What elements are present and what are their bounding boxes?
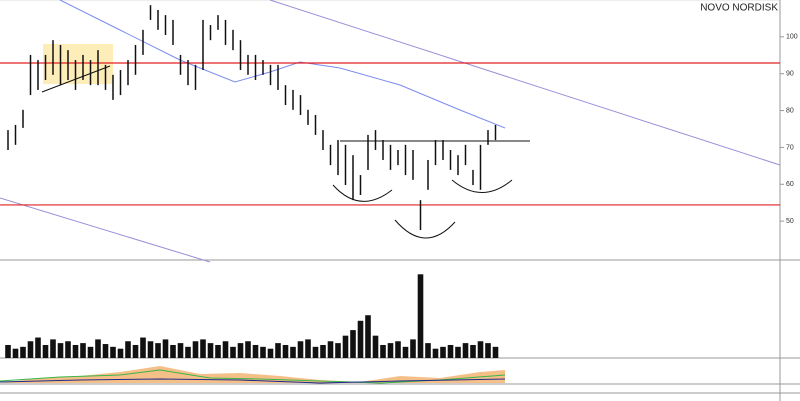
volume-bar	[357, 320, 364, 358]
volume-bar	[155, 343, 161, 358]
volume-bar	[125, 341, 131, 358]
volume-bar	[102, 344, 109, 358]
volume-bar	[350, 330, 356, 358]
volume-bar	[27, 341, 34, 358]
volume-bar	[260, 346, 266, 358]
volume-bar	[35, 337, 41, 358]
y-tick-label: 100	[786, 34, 798, 41]
volume-bar	[87, 346, 94, 358]
volume-bar	[342, 335, 349, 358]
volume-bar	[432, 348, 439, 358]
y-tick-label: 70	[786, 144, 794, 151]
volume-bar	[455, 346, 461, 358]
volume-bar	[470, 344, 476, 358]
volume-bar	[282, 344, 289, 358]
volume-bar	[132, 344, 139, 358]
trend-line	[269, 0, 781, 166]
volume-bar	[327, 341, 334, 358]
pattern-arc	[332, 184, 393, 202]
volume-bar	[395, 341, 401, 358]
trend-line	[0, 197, 211, 263]
indicator-line	[0, 378, 506, 384]
volume-bar	[57, 343, 64, 358]
volume-bar	[440, 346, 446, 358]
volume-bar	[5, 344, 11, 358]
volume-bar	[485, 343, 491, 358]
volume-bar	[20, 346, 26, 358]
volume-bar	[170, 344, 176, 358]
volume-bar	[177, 343, 184, 358]
volume-bar	[335, 343, 341, 358]
volume-bar	[222, 341, 229, 358]
volume-bar	[365, 315, 371, 358]
volume-bar	[147, 341, 154, 358]
indicator-area	[0, 366, 505, 383]
volume-bar	[80, 343, 86, 358]
pattern-arc	[394, 219, 456, 239]
moving-average	[59, 0, 506, 129]
volume-bar	[410, 339, 416, 358]
volume-bar	[230, 346, 236, 358]
volume-bar	[425, 343, 431, 358]
volume-bar	[372, 335, 379, 358]
volume-bar	[320, 344, 326, 358]
pattern-arc	[451, 179, 513, 193]
volume-bar	[140, 337, 146, 358]
volume-bar	[215, 344, 221, 358]
indicator-line	[0, 369, 506, 384]
volume-bar	[462, 343, 469, 358]
volume-bar	[72, 344, 79, 358]
volume-bar	[275, 343, 281, 358]
volume-bar	[252, 344, 259, 358]
volume-bar	[162, 339, 169, 358]
volume-bar	[312, 346, 319, 358]
volume-bar	[447, 344, 454, 358]
volume-bar	[207, 343, 214, 358]
volume-bar	[200, 339, 206, 358]
volume-bar	[245, 341, 251, 358]
volume-bar	[477, 341, 484, 358]
chart-title: NOVO NORDISK	[700, 3, 778, 14]
y-tick-label: 80	[786, 107, 794, 114]
volume-bar	[185, 346, 191, 358]
volume-bar	[402, 346, 409, 358]
volume-bar	[297, 341, 304, 358]
volume-bar	[110, 346, 116, 358]
y-tick-label: 60	[786, 181, 794, 188]
volume-bar	[50, 339, 56, 358]
volume-bar	[387, 343, 394, 358]
volume-bar	[95, 339, 101, 358]
volume-bar	[305, 339, 311, 358]
volume-bar	[417, 274, 424, 358]
volume-bar	[380, 344, 386, 358]
volume-bar	[492, 346, 499, 358]
y-tick-label: 50	[786, 218, 794, 225]
highlight-zone	[43, 44, 113, 84]
y-tick-label: 90	[786, 71, 794, 78]
volume-bar	[267, 348, 274, 358]
volume-bar	[12, 348, 19, 358]
volume-bar	[42, 344, 49, 358]
volume-bar	[65, 341, 71, 358]
volume-bar	[290, 346, 296, 358]
volume-bar	[117, 348, 124, 358]
volume-bar	[237, 343, 244, 358]
volume-bar	[192, 341, 199, 358]
